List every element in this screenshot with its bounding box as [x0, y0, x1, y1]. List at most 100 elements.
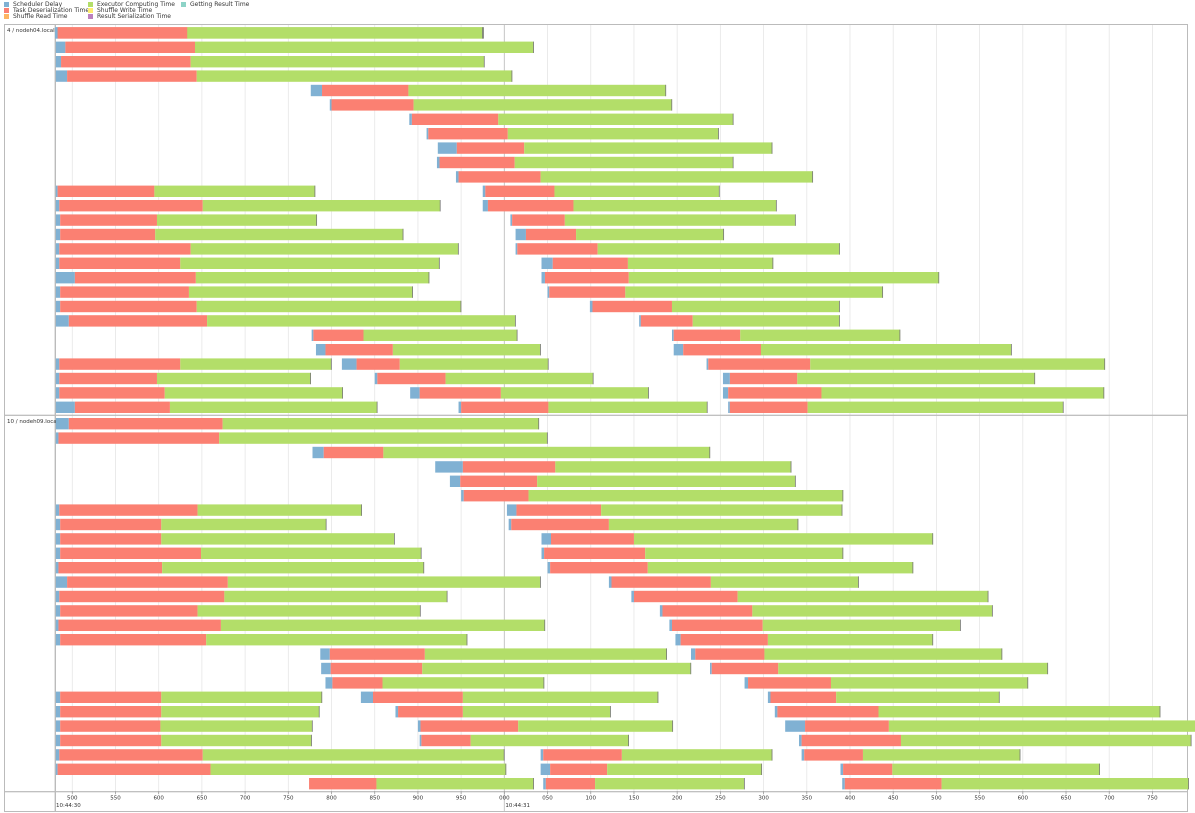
task-segment-executor-computing [498, 113, 734, 125]
legend: Scheduler Delay Task Deserialization Time… [4, 2, 304, 24]
task-end-marker [420, 547, 422, 559]
task-segment-task-deserialization [801, 734, 901, 747]
task-end-marker [718, 185, 720, 197]
task-end-marker [812, 171, 814, 183]
legend-item[interactable]: Executor Computing Time [88, 2, 175, 8]
legend-item[interactable]: Shuffle Read Time [4, 14, 67, 20]
task-segment-executor-computing [564, 214, 796, 226]
task-end-marker [1190, 734, 1192, 747]
axis-tick-label: 400 [845, 796, 856, 802]
axis-tick-label: 300 [758, 796, 769, 802]
task-end-marker [516, 329, 518, 341]
task-end-marker [690, 662, 692, 675]
task-end-marker [657, 691, 659, 703]
legend-item[interactable]: Shuffle Write Time [88, 8, 152, 14]
task-end-marker [540, 576, 541, 588]
task-segment-task-deserialization [511, 518, 609, 531]
task-segment-task-deserialization [57, 27, 188, 39]
task-end-marker [706, 401, 708, 413]
task-segment-scheduler-delay [840, 763, 844, 775]
task-end-marker [743, 778, 745, 790]
legend-item[interactable]: Result Serialization Time [88, 14, 171, 20]
task-segment-task-deserialization [460, 475, 538, 487]
task-segment-scheduler-delay [315, 344, 326, 356]
task-segment-task-deserialization [485, 185, 555, 197]
task-segment-executor-computing [778, 662, 1048, 675]
task-segment-executor-computing [892, 763, 1100, 775]
task-segment-task-deserialization [68, 418, 223, 430]
task-segment-task-deserialization [330, 662, 423, 675]
legend-item[interactable]: Scheduler Delay [4, 2, 62, 8]
task-end-marker [547, 358, 549, 370]
task-segment-executor-computing [633, 533, 933, 545]
task-end-marker [428, 272, 430, 284]
task-segment-executor-computing [540, 171, 813, 183]
task-segment-executor-computing [383, 446, 711, 459]
task-segment-task-deserialization [59, 372, 157, 385]
task-segment-task-deserialization [58, 432, 220, 444]
task-end-marker [419, 605, 421, 617]
task-end-marker [899, 329, 901, 341]
task-end-marker [540, 344, 541, 356]
task-segment-executor-computing [194, 41, 534, 53]
task-segment-task-deserialization [57, 185, 155, 197]
task-segment-executor-computing [169, 401, 378, 413]
task-segment-task-deserialization [60, 605, 198, 617]
legend-swatch [4, 14, 9, 19]
task-end-marker [998, 691, 1000, 703]
task-segment-task-deserialization [356, 358, 400, 370]
task-segment-scheduler-delay [55, 401, 75, 413]
task-segment-scheduler-delay [55, 70, 68, 82]
task-end-marker [511, 70, 513, 82]
task-segment-executor-computing [797, 372, 1035, 385]
task-segment-executor-computing [156, 372, 311, 385]
task-segment-task-deserialization [463, 490, 529, 502]
task-segment-executor-computing [554, 185, 720, 197]
task-end-marker [1010, 344, 1012, 356]
task-segment-executor-computing [206, 634, 468, 646]
task-segment-scheduler-delay [55, 286, 61, 298]
task-end-marker [446, 590, 448, 603]
task-segment-executor-computing [190, 56, 485, 68]
task-end-marker [882, 286, 884, 298]
task-end-marker [938, 272, 940, 284]
axis-box [4, 791, 1188, 813]
task-segment-task-deserialization [57, 763, 211, 775]
task-segment-executor-computing [161, 734, 312, 747]
task-segment-task-deserialization [59, 504, 198, 516]
task-segment-task-deserialization [673, 329, 741, 341]
task-segment-scheduler-delay [395, 706, 399, 718]
task-segment-scheduler-delay [547, 562, 551, 574]
task-end-marker [1034, 372, 1036, 385]
task-segment-scheduler-delay [706, 358, 709, 370]
task-segment-executor-computing [518, 720, 673, 732]
axis-tick-label: 600 [153, 796, 164, 802]
task-segment-scheduler-delay [55, 619, 59, 631]
task-end-marker [761, 763, 763, 775]
task-end-marker [314, 185, 316, 197]
task-segment-scheduler-delay [55, 272, 75, 284]
task-segment-task-deserialization [844, 778, 942, 790]
task-segment-task-deserialization [517, 243, 598, 255]
axis-tick-label: 700 [240, 796, 251, 802]
task-segment-scheduler-delay [541, 272, 545, 284]
task-segment-scheduler-delay [55, 358, 60, 370]
task-segment-executor-computing [219, 432, 548, 444]
task-segment-executor-computing [196, 70, 513, 82]
task-end-marker [797, 518, 799, 531]
task-segment-scheduler-delay [55, 243, 60, 255]
task-end-marker [376, 401, 378, 413]
legend-item[interactable]: Task Deserialization Time [4, 8, 89, 14]
task-end-marker [841, 504, 843, 516]
task-segment-task-deserialization [60, 634, 207, 646]
task-end-marker [991, 605, 993, 617]
task-segment-executor-computing [154, 185, 316, 197]
task-segment-executor-computing [462, 691, 659, 703]
legend-item[interactable]: Getting Result Time [181, 2, 249, 8]
task-segment-executor-computing [888, 720, 1195, 732]
task-segment-task-deserialization [60, 734, 162, 747]
task-segment-scheduler-delay [675, 634, 681, 646]
task-segment-scheduler-delay [801, 749, 805, 761]
task-segment-task-deserialization [662, 605, 753, 617]
task-segment-scheduler-delay [744, 677, 749, 689]
